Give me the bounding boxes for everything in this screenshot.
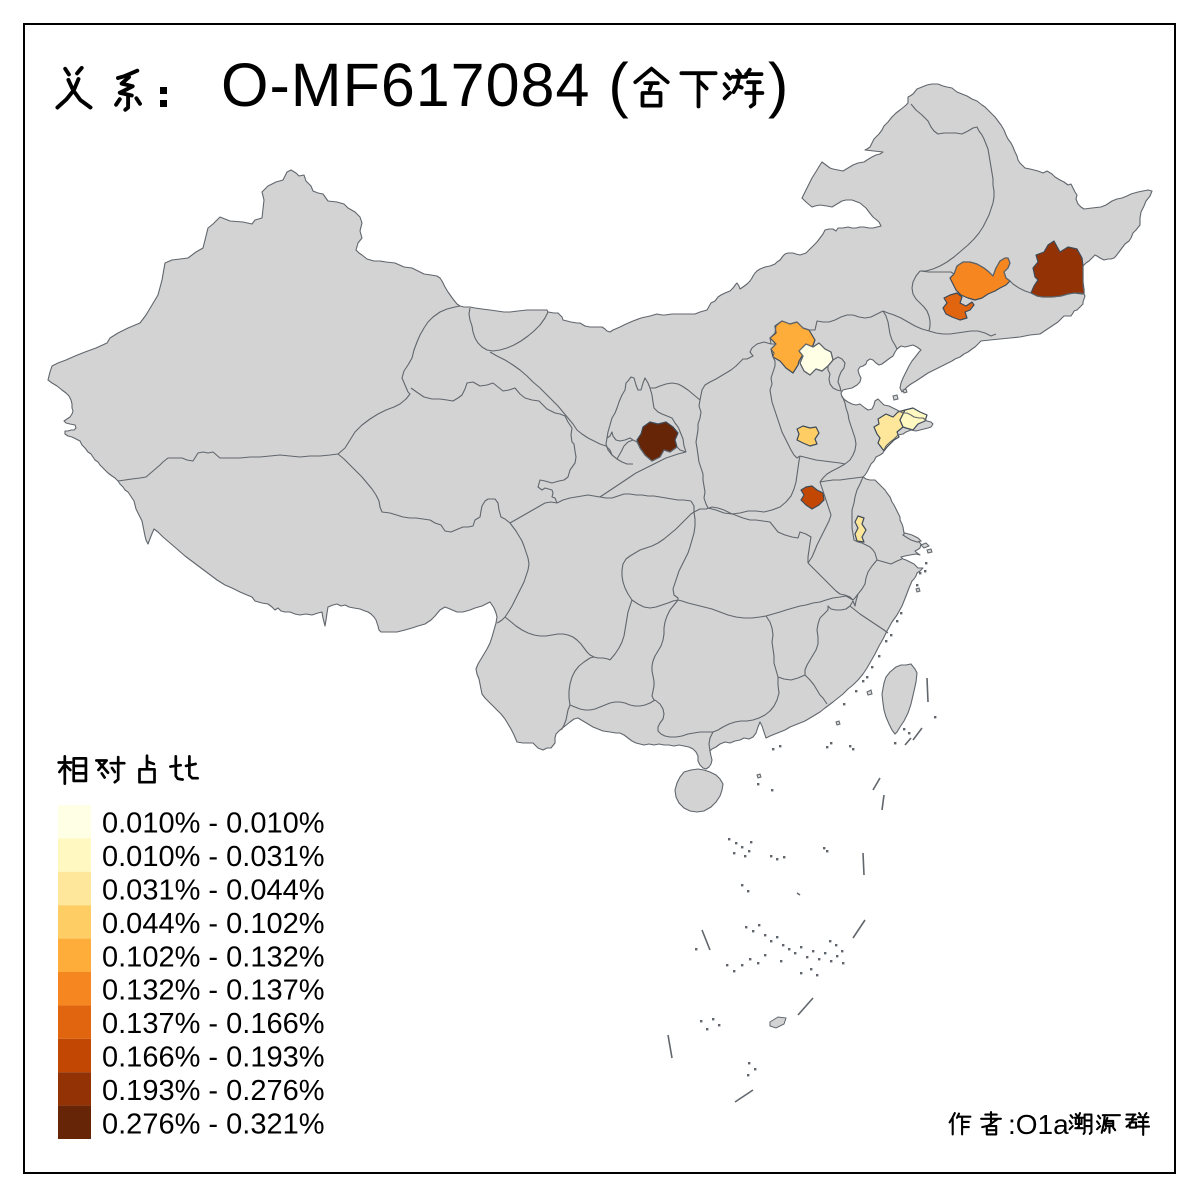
svg-text:0.044% - 0.102%: 0.044% - 0.102% bbox=[102, 908, 324, 940]
svg-text:0.132% - 0.137%: 0.132% - 0.137% bbox=[102, 975, 324, 1007]
svg-text:): ) bbox=[768, 51, 788, 119]
svg-text:0.010% - 0.031%: 0.010% - 0.031% bbox=[102, 841, 324, 873]
svg-text:0.031% - 0.044%: 0.031% - 0.044% bbox=[102, 875, 324, 907]
svg-text:0.102% - 0.132%: 0.102% - 0.132% bbox=[102, 941, 324, 973]
svg-text:O-MF617084 (: O-MF617084 ( bbox=[221, 51, 630, 119]
svg-text:0.166% - 0.193%: 0.166% - 0.193% bbox=[102, 1042, 324, 1074]
svg-text:0.276% - 0.321%: 0.276% - 0.321% bbox=[102, 1108, 324, 1140]
svg-text:0.137% - 0.166%: 0.137% - 0.166% bbox=[102, 1008, 324, 1040]
svg-text:0.010% - 0.010%: 0.010% - 0.010% bbox=[102, 808, 324, 840]
svg-text::O1a: :O1a bbox=[1008, 1109, 1069, 1140]
svg-text:0.193% - 0.276%: 0.193% - 0.276% bbox=[102, 1075, 324, 1107]
